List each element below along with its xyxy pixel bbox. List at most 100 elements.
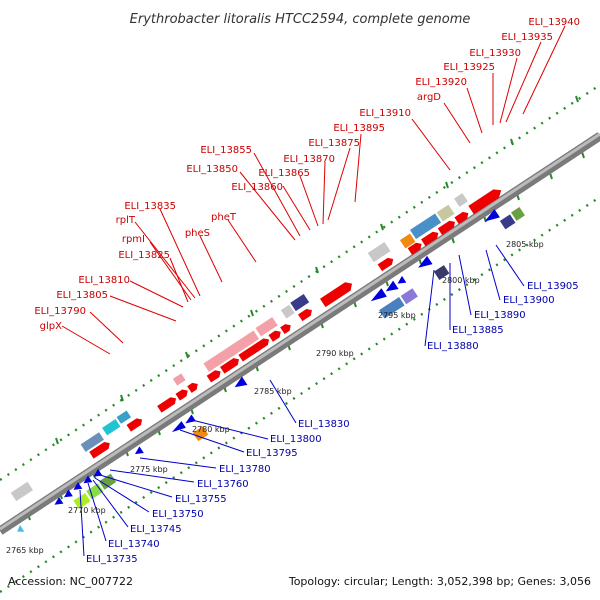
reverse-gene-label: ELI_13745 (130, 524, 182, 535)
forward-gene-labels: glpX ELI_13790 ELI_13805 ELI_13810 ELI_1… (34, 17, 580, 332)
reverse-gene-label: ELI_13735 (86, 554, 138, 565)
forward-gene-label: ELI_13875 (308, 138, 360, 149)
reverse-gene (86, 483, 104, 500)
forward-gene-label: ELI_13870 (283, 154, 335, 165)
forward-gene-label: ELI_13910 (359, 108, 411, 119)
forward-gene (89, 442, 110, 459)
reverse-gene (433, 265, 450, 281)
reverse-gene (63, 489, 73, 498)
forward-gene (157, 397, 177, 413)
forward-gene (290, 293, 310, 312)
reverse-gene (171, 421, 186, 433)
reverse-gene-label: ELI_13780 (219, 464, 271, 475)
accession-label: Accession: NC_007722 (8, 575, 133, 588)
forward-gene (468, 189, 502, 215)
forward-gene-label: ELI_13825 (118, 250, 170, 261)
reverse-gene (185, 414, 196, 424)
forward-gene (454, 211, 469, 225)
forward-gene-label: ELI_13865 (258, 168, 310, 179)
reverse-gene (400, 288, 418, 305)
forward-gene-label: ELI_13855 (200, 145, 252, 156)
genome-backbone (0, 132, 600, 535)
reverse-gene-label: ELI_13830 (298, 419, 350, 430)
reverse-gene (83, 475, 93, 484)
forward-gene (367, 241, 391, 263)
scale-tick-label: 2785 kbp (254, 387, 292, 396)
forward-gene (102, 419, 121, 436)
scale-tick-label: 2795 kbp (378, 311, 416, 320)
reverse-gene (234, 376, 248, 388)
forward-gene-label: ELI_13925 (443, 62, 495, 73)
reverse-gene-label: ELI_13755 (175, 494, 227, 505)
reverse-gene (370, 288, 387, 302)
forward-gene-label: argD (417, 92, 441, 103)
reverse-leaders (79, 244, 525, 557)
forward-gene (116, 410, 132, 424)
forward-gene (410, 213, 442, 240)
forward-gene-label: ELI_13895 (333, 123, 385, 134)
forward-gene (436, 204, 455, 222)
genome-title: Erythrobacter litoralis HTCC2594, comple… (130, 12, 471, 27)
forward-gene-label: ELI_13790 (34, 306, 86, 317)
forward-gene (238, 338, 270, 362)
reverse-gene (511, 206, 525, 221)
forward-gene (407, 242, 422, 255)
forward-gene-label: ELI_13810 (78, 275, 130, 286)
reverse-gene-label: ELI_13900 (503, 295, 555, 306)
reverse-gene-label: ELI_13905 (527, 281, 579, 292)
forward-gene (454, 193, 468, 207)
forward-gene-label: ELI_13940 (528, 17, 580, 28)
forward-gene-label: rplT (116, 215, 136, 226)
forward-gene (203, 330, 260, 372)
reverse-gene (17, 525, 25, 532)
forward-leaders (61, 25, 566, 355)
reverse-gene (99, 473, 117, 490)
scale-tick-label: 2775 kbp (130, 465, 168, 474)
reverse-gene (397, 275, 407, 284)
reverse-genes (17, 206, 525, 532)
reverse-gene-label: ELI_13885 (452, 325, 504, 336)
forward-genes (10, 189, 502, 502)
forward-gene (126, 418, 143, 432)
forward-gene (175, 389, 188, 401)
forward-gene (421, 231, 439, 247)
reverse-gene (54, 496, 64, 505)
reverse-gene (134, 446, 144, 455)
reverse-gene (192, 426, 209, 442)
forward-gene-label: ELI_13935 (501, 32, 553, 43)
scale-tick-label: 2780 kbp (192, 425, 230, 434)
forward-gene (268, 330, 281, 342)
reverse-gene-label: ELI_13795 (246, 448, 298, 459)
inner-dot-ring (0, 195, 600, 594)
scale-tick-label: 2805 kbp (506, 240, 544, 249)
scale-tick-label: 2765 kbp (6, 546, 44, 555)
reverse-gene (379, 296, 405, 319)
reverse-gene-label: ELI_13750 (152, 509, 204, 520)
reverse-gene-label: ELI_13880 (427, 341, 479, 352)
reverse-gene-label: ELI_13760 (197, 479, 249, 490)
reverse-gene (484, 209, 500, 222)
scale-tick-label: 2800 kbp (442, 276, 480, 285)
forward-gene-label: pheS (185, 228, 210, 239)
genome-summary: Topology: circular; Length: 3,052,398 bp… (288, 575, 591, 588)
forward-gene (255, 317, 278, 337)
forward-gene (280, 304, 295, 319)
reverse-gene-labels: ELI_13735 ELI_13740 ELI_13745 ELI_13750 … (86, 281, 579, 565)
forward-gene (187, 382, 198, 393)
forward-gene (320, 282, 353, 308)
reverse-gene (418, 255, 433, 268)
forward-gene-label: rpmI (122, 234, 145, 245)
forward-gene (80, 432, 104, 452)
forward-gene-label: ELI_13930 (469, 48, 521, 59)
reverse-gene-label: ELI_13800 (270, 434, 322, 445)
forward-gene-label: ELI_13920 (415, 77, 467, 88)
reverse-gene (385, 280, 399, 292)
forward-gene-label: ELI_13850 (186, 164, 238, 175)
reverse-gene (73, 492, 91, 509)
scale-labels: 2765 kbp 2770 kbp 2775 kbp 2780 kbp 2785… (6, 240, 544, 555)
reverse-gene (73, 482, 83, 490)
forward-gene (206, 370, 221, 383)
forward-gene-label: ELI_13805 (56, 290, 108, 301)
forward-gene (280, 324, 291, 335)
